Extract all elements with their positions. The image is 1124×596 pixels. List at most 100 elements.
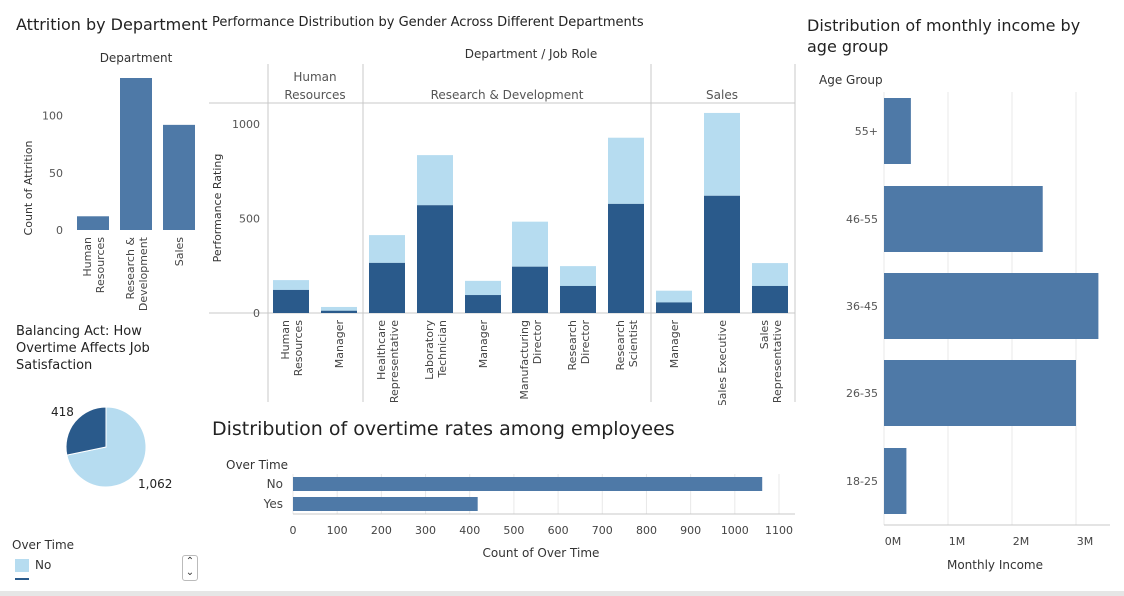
performance-role-line: Sales xyxy=(758,320,771,350)
pie-label-yes: 418 xyxy=(51,405,74,419)
overtime-category-label: No xyxy=(267,477,283,491)
performance-role-label: Manager xyxy=(477,320,490,369)
overtime-bar xyxy=(293,497,478,511)
attrition-bar xyxy=(120,78,152,230)
performance-header: Department / Job Role xyxy=(465,47,597,61)
income-bar xyxy=(884,273,1099,339)
income-bar xyxy=(884,98,911,164)
performance-role-line: Manager xyxy=(477,320,490,369)
income-category-label: 55+ xyxy=(855,125,878,138)
performance-bar-light xyxy=(752,263,788,286)
attrition-y-label: Count of Attrition xyxy=(22,141,35,236)
pie-label-no: 1,062 xyxy=(138,477,172,491)
overtime-x-tick: 400 xyxy=(459,524,480,537)
overtime-bar-header: Over Time xyxy=(226,458,288,472)
performance-bar-dark xyxy=(608,203,644,313)
performance-role-label: Manager xyxy=(668,320,681,369)
legend-item-no[interactable]: No xyxy=(15,558,51,572)
overtime-bar-chart: Over Time No Yes 0 100 200 300 400 500 600 700 80… xyxy=(226,458,795,560)
chevron-up-icon[interactable]: ⌃ xyxy=(185,556,195,567)
overtime-x-tick: 200 xyxy=(371,524,392,537)
performance-bar-dark xyxy=(704,195,740,313)
income-chart-title: Distribution of monthly income by age gr… xyxy=(807,16,1081,56)
performance-bar-light xyxy=(417,155,453,206)
attrition-y-tick: 100 xyxy=(42,110,63,123)
attrition-header: Department xyxy=(100,51,173,65)
performance-role-line: Laboratory xyxy=(423,320,436,380)
performance-role-line: Director xyxy=(531,320,544,365)
performance-bar-dark xyxy=(560,285,596,313)
income-bar xyxy=(884,186,1043,252)
performance-department-label: Sales xyxy=(706,88,738,102)
overtime-x-tick: 700 xyxy=(592,524,613,537)
performance-bar-dark xyxy=(369,262,405,313)
performance-role-line: Manufacturing xyxy=(518,320,531,400)
performance-role-label: SalesRepresentative xyxy=(758,320,784,403)
performance-role-label: LaboratoryTechnician xyxy=(423,320,449,380)
income-category-label: 36-45 xyxy=(846,300,878,313)
income-x-tick: 1M xyxy=(949,535,966,548)
legend-scroll-control[interactable]: ⌃ ⌄ xyxy=(182,555,198,581)
performance-bar-light xyxy=(656,290,692,303)
performance-role-line: Representative xyxy=(388,320,401,403)
performance-bar-dark xyxy=(752,285,788,313)
performance-y-label: Performance Rating xyxy=(211,154,224,263)
performance-role-line: Director xyxy=(579,320,592,365)
performance-y-tick: 500 xyxy=(239,212,260,225)
overtime-bar xyxy=(293,477,763,491)
performance-bar-light xyxy=(512,221,548,267)
pie-chart-title: Balancing Act: How Overtime Affects Job … xyxy=(16,324,150,373)
performance-role-line: Research xyxy=(566,320,579,370)
chevron-down-icon[interactable]: ⌄ xyxy=(185,567,195,578)
bottom-scrollbar[interactable] xyxy=(0,591,1124,596)
performance-department-line: Resources xyxy=(284,88,345,102)
overtime-x-tick: 1100 xyxy=(765,524,793,537)
performance-bar-dark xyxy=(273,289,309,313)
overtime-x-tick: 900 xyxy=(680,524,701,537)
performance-bar-light xyxy=(608,137,644,204)
attrition-chart-title: Attrition by Department xyxy=(16,15,208,34)
performance-role-label: ResearchScientist xyxy=(614,319,640,370)
performance-bar-light xyxy=(704,112,740,196)
performance-role-line: Human xyxy=(279,320,292,360)
performance-role-line: Scientist xyxy=(627,319,640,367)
income-category-label: 46-55 xyxy=(846,213,878,226)
legend-swatch-dark xyxy=(15,578,29,580)
performance-department-line: Sales xyxy=(706,88,738,102)
overtime-x-label: Count of Over Time xyxy=(483,546,600,560)
performance-role-label: Manager xyxy=(333,320,346,369)
attrition-x-label-line: Sales xyxy=(173,237,186,267)
attrition-y-tick: 0 xyxy=(56,224,63,237)
performance-chart: Department / Job Role Performance Rating… xyxy=(209,47,796,405)
income-header: Age Group xyxy=(819,73,883,87)
pie-slice-yes xyxy=(65,406,107,456)
overtime-x-tick: 500 xyxy=(503,524,524,537)
performance-department-line: Research & Development xyxy=(431,88,584,102)
legend-item-label: No xyxy=(35,558,52,572)
income-x-tick: 3M xyxy=(1077,535,1094,548)
overtime-category-label: Yes xyxy=(263,497,283,511)
income-x-label: Monthly Income xyxy=(947,558,1043,572)
performance-role-label: ManufacturingDirector xyxy=(518,320,544,400)
performance-role-line: Representative xyxy=(771,320,784,403)
performance-role-label: HumanResources xyxy=(279,320,305,376)
income-chart: Age Group 55+ 46-55 36-45 26-35 18-25 0M 1M 2M… xyxy=(819,73,1110,572)
performance-role-line: Sales Executive xyxy=(716,320,729,405)
income-category-label: 18-25 xyxy=(846,475,878,488)
attrition-x-label: HumanResources xyxy=(81,237,107,293)
overtime-bar-chart-title: Distribution of overtime rates among emp… xyxy=(212,418,675,440)
income-x-tick: 0M xyxy=(885,535,902,548)
performance-bar-dark xyxy=(417,205,453,313)
performance-department-label: Research & Development xyxy=(431,88,584,102)
attrition-x-label-line: Research & xyxy=(124,237,137,300)
income-category-label: 26-35 xyxy=(846,387,878,400)
performance-bar-light xyxy=(465,280,501,296)
attrition-bar xyxy=(77,216,109,230)
overtime-x-tick: 0 xyxy=(290,524,297,537)
performance-role-line: Technician xyxy=(436,320,449,379)
attrition-bar xyxy=(163,124,195,230)
performance-role-label: Sales Executive xyxy=(716,320,729,405)
performance-role-label: HealthcareRepresentative xyxy=(375,320,401,403)
performance-y-tick: 0 xyxy=(253,307,260,320)
overtime-x-tick: 600 xyxy=(548,524,569,537)
